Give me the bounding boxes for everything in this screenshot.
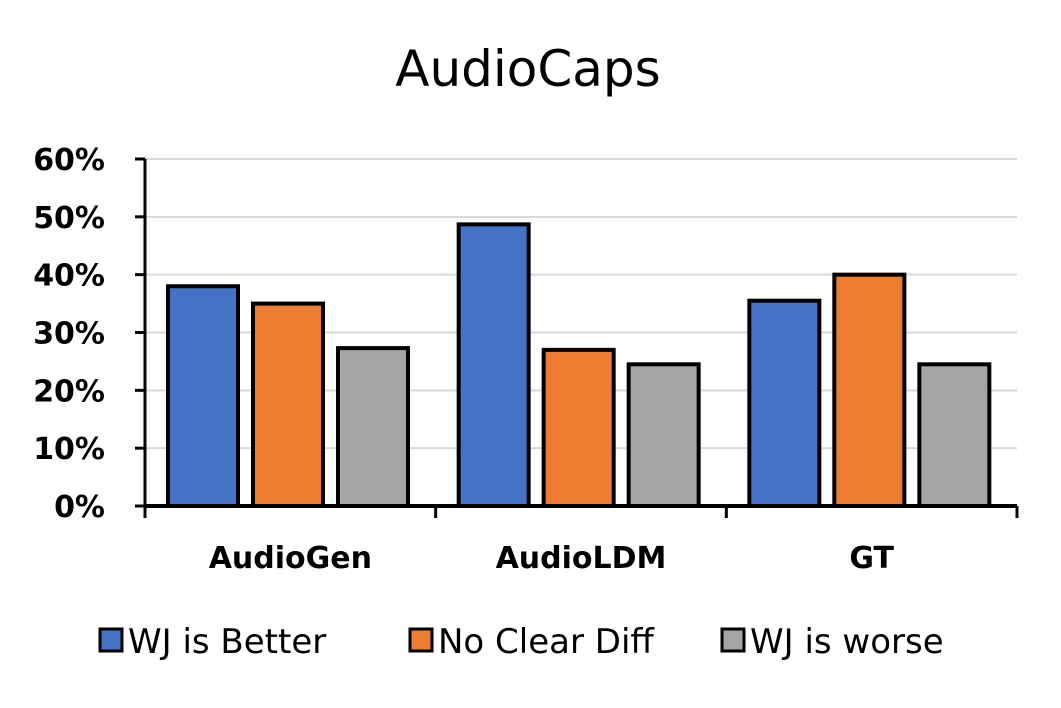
legend-swatch-wj-is-worse [720,627,746,653]
legend-swatch-wj-is-better [98,627,124,653]
y-tick-label: 0% [54,490,105,525]
bar-gt-wj-is-better [747,298,822,509]
legend-swatch-no-clear-diff [408,627,434,653]
bar-gt-no-clear-diff [832,272,907,508]
y-tick-labels: 0% 10% 20% 30% 40% 50% 60% [33,143,105,525]
legend-item-no-clear-diff: No Clear Diff [408,622,655,662]
y-tick-label: 40% [33,259,105,294]
bar-audioldm-no-clear-diff [541,347,616,508]
bars [166,222,992,509]
legend-item-wj-is-worse: WJ is worse [720,622,944,662]
x-tick-label-audioldm: AudioLDM [496,541,667,576]
y-tick-label: 10% [33,432,105,467]
legend-label-wj-is-better: WJ is Better [128,622,326,662]
legend: WJ is Better No Clear Diff WJ is worse [98,622,944,662]
bar-gt-wj-is-worse [917,362,992,508]
x-tick-label-gt: GT [849,541,894,576]
y-tick-label: 60% [33,143,105,178]
legend-item-wj-is-better: WJ is Better [98,622,326,662]
bar-audiogen-no-clear-diff [251,301,325,509]
y-tick-label: 50% [33,201,105,236]
bar-audioldm-wj-is-better [456,222,531,509]
y-tick-label: 30% [33,317,105,352]
axes [135,157,1019,518]
x-tick-labels: AudioGen AudioLDM GT [209,541,895,576]
bar-audioldm-wj-is-worse [626,362,701,508]
y-tick-label: 20% [33,374,105,409]
chart-title: AudioCaps [395,40,660,98]
bar-audiogen-wj-is-worse [336,346,410,508]
x-tick-label-audiogen: AudioGen [209,541,372,576]
bar-audiogen-wj-is-better [166,284,240,508]
legend-label-wj-is-worse: WJ is worse [750,622,944,662]
legend-label-no-clear-diff: No Clear Diff [438,622,655,662]
